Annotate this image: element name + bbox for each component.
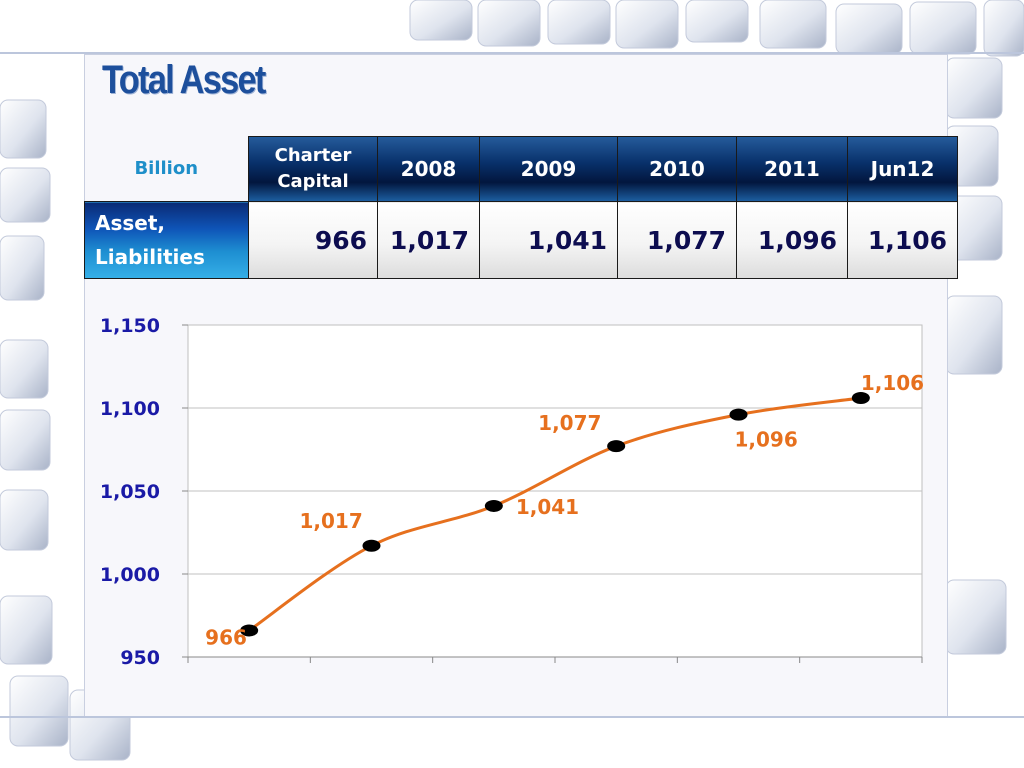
- header-charter-line2: Capital: [277, 171, 349, 192]
- top-divider-line: [0, 52, 1024, 54]
- y-tick-label: 1,100: [100, 398, 160, 420]
- data-point: [607, 440, 626, 453]
- data-label: 1,096: [735, 428, 798, 452]
- table-cell-value: 1,106: [847, 201, 958, 279]
- data-point: [729, 408, 748, 421]
- table-cell-value: 1,077: [617, 201, 737, 279]
- data-label: 1,017: [300, 509, 363, 533]
- header-year: Jun12: [847, 136, 958, 202]
- row-label: Asset, Liabilities: [84, 201, 249, 279]
- data-label: 1,077: [538, 411, 601, 435]
- y-tick-label: 1,150: [100, 315, 160, 337]
- header-year: 2009: [479, 136, 618, 202]
- asset-table: Billion Charter Capital 2008 2009 2010 2…: [84, 136, 958, 279]
- data-point: [240, 624, 259, 637]
- data-label: 1,106: [861, 371, 924, 395]
- header-year: 2010: [617, 136, 737, 202]
- row-label-line2: Liabilities: [95, 245, 205, 269]
- data-point: [851, 392, 870, 405]
- row-label-line1: Asset,: [95, 211, 166, 235]
- series-line: [248, 396, 862, 632]
- y-tick-label: 1,050: [100, 481, 160, 503]
- data-label: 966: [205, 625, 247, 649]
- header-charter-line1: Charter: [274, 145, 352, 166]
- page-title: Total Asset: [102, 58, 266, 102]
- data-label: 1,041: [516, 495, 579, 519]
- table-cell-value: 1,096: [736, 201, 848, 279]
- header-charter-capital: Charter Capital: [248, 136, 378, 202]
- y-tick-label: 1,000: [100, 564, 160, 586]
- table-cell-value: 1,041: [479, 201, 618, 279]
- table-cell-value: 966: [248, 201, 378, 279]
- unit-label: Billion: [134, 158, 199, 180]
- data-point: [484, 499, 503, 512]
- table-row: Asset, Liabilities 966 1,017 1,041 1,077…: [84, 201, 958, 279]
- y-tick-label: 950: [120, 647, 160, 669]
- data-point: [362, 539, 381, 552]
- bottom-divider-line: [0, 716, 1024, 718]
- header-year: 2008: [377, 136, 480, 202]
- table-cell-value: 1,017: [377, 201, 480, 279]
